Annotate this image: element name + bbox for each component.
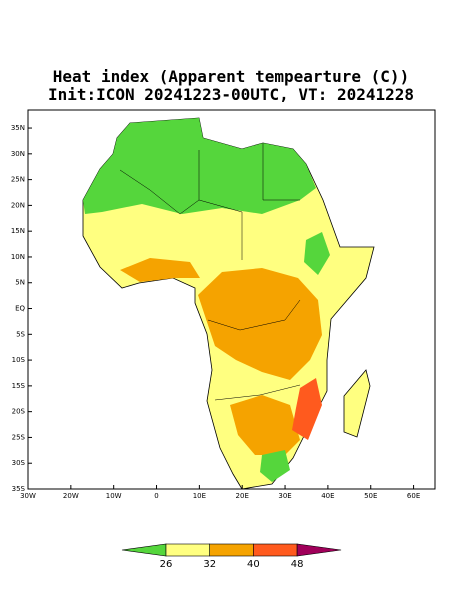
y-tick-label: 30N xyxy=(11,150,25,158)
y-tick-label: 20N xyxy=(11,201,25,209)
mild-region xyxy=(83,118,316,214)
y-tick-label: 10S xyxy=(12,356,26,364)
colorbar-tick-label: 26 xyxy=(160,559,173,570)
x-tick-label: 30E xyxy=(278,492,291,500)
x-tick-label: 50E xyxy=(364,492,377,500)
y-tick-label: 15N xyxy=(11,227,25,235)
border xyxy=(119,169,200,215)
y-tick-label: EQ xyxy=(15,305,25,313)
madagascar xyxy=(343,369,371,438)
y-tick-label: 5S xyxy=(16,330,25,338)
very-hot-region xyxy=(292,378,322,440)
map-frame xyxy=(27,109,436,490)
y-tick-label: 35N xyxy=(11,124,25,132)
map xyxy=(82,117,375,490)
hot-region xyxy=(198,268,322,380)
colorbar-tick-label: 32 xyxy=(203,559,216,570)
colorbar-swatch xyxy=(209,543,254,557)
hot-region xyxy=(120,258,200,282)
border xyxy=(262,143,300,201)
x-tick-label: 60E xyxy=(407,492,420,500)
y-tick-label: 20S xyxy=(12,408,26,416)
colorbar-swatch xyxy=(121,543,167,557)
x-tick-label: 10E xyxy=(193,492,206,500)
y-tick-label: 35S xyxy=(12,485,26,493)
colorbar-swatch xyxy=(253,543,298,557)
y-tick-label: 5N xyxy=(15,279,25,287)
chart-subtitle: Init:ICON 20241223-00UTC, VT: 20241228 xyxy=(48,85,414,104)
y-tick-label: 15S xyxy=(12,382,26,390)
colorbar-tick-label: 40 xyxy=(247,559,260,570)
colorbar-swatch xyxy=(165,543,211,557)
x-tick-label: 20W xyxy=(63,492,79,500)
border xyxy=(207,299,301,331)
x-tick-label: 0 xyxy=(154,492,158,500)
y-tick-label: 25S xyxy=(12,433,26,441)
border xyxy=(214,384,301,401)
x-tick-label: 30W xyxy=(20,492,36,500)
x-tick-label: 20E xyxy=(236,492,249,500)
x-tick-label: 10W xyxy=(106,492,122,500)
y-tick-label: 10N xyxy=(11,253,25,261)
y-tick-label: 25N xyxy=(11,176,25,184)
chart-title: Heat index (Apparent tempearture (C)) xyxy=(53,67,409,86)
hot-region xyxy=(230,395,300,455)
colorbar-swatch xyxy=(296,543,342,557)
y-tick-label: 30S xyxy=(12,459,26,467)
x-tick-label: 40E xyxy=(321,492,334,500)
border xyxy=(198,150,243,260)
colorbar-tick-label: 48 xyxy=(291,559,304,570)
mild-region xyxy=(304,232,330,275)
mild-region xyxy=(260,450,290,482)
